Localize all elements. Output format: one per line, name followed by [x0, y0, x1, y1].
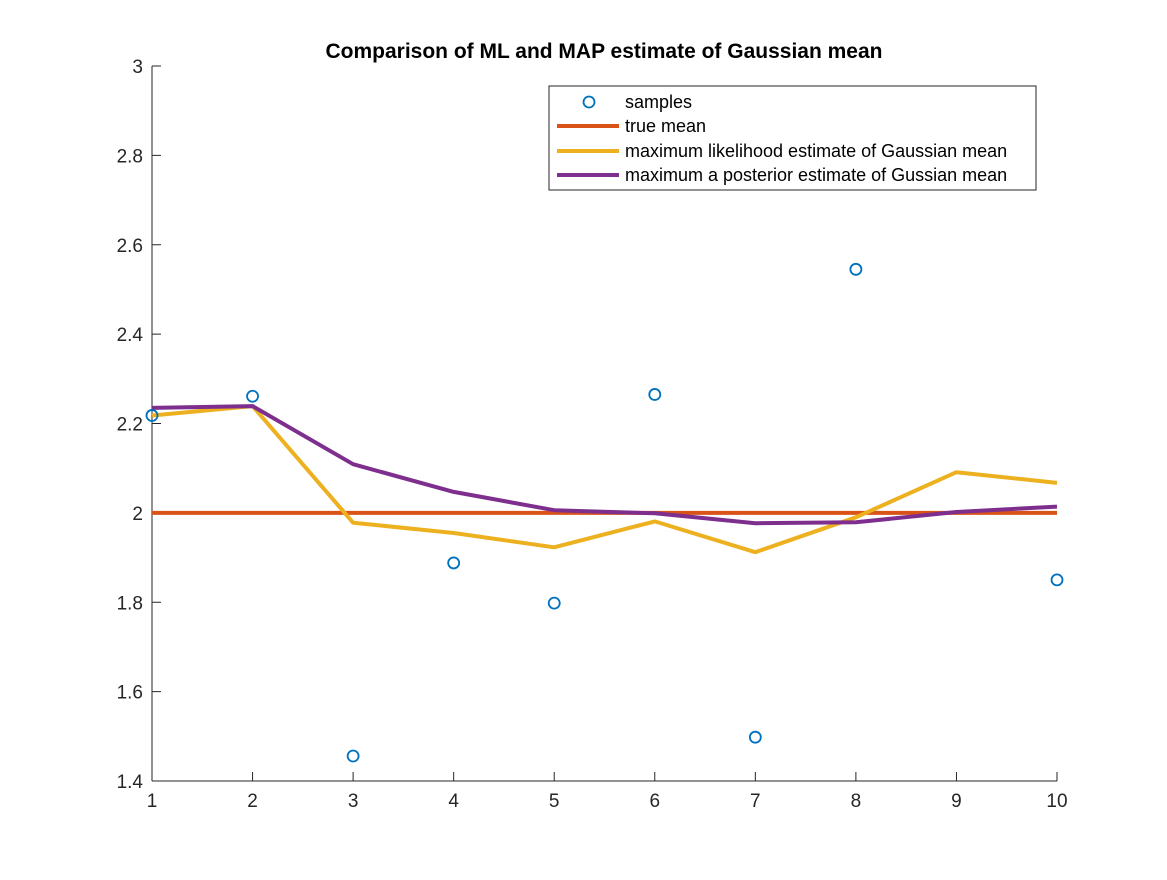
- y-tick-label: 2: [132, 504, 143, 525]
- chart-title: Comparison of ML and MAP estimate of Gau…: [325, 40, 882, 63]
- sample-point: [648, 388, 662, 401]
- legend-label: maximum likelihood estimate of Gaussian …: [625, 141, 1007, 161]
- legend-box: [548, 85, 1037, 191]
- sample-point: [1050, 573, 1064, 587]
- x-tick-label: 10: [1046, 791, 1067, 812]
- x-tick-label: 8: [851, 791, 862, 812]
- legend: samples true mean maximum likelihood estim…: [548, 85, 1037, 191]
- x-tick-label: 4: [448, 791, 459, 812]
- series-line-2: [151, 404, 1058, 555]
- sample-point: [346, 749, 360, 763]
- y-tick-label: 2.4: [117, 325, 144, 346]
- y-axis-ticks: 1.4 1.6 1.8 2 2.2 2.4 2.6 2.8 3: [117, 57, 161, 793]
- sample-point: [447, 556, 461, 570]
- series-layer: [145, 262, 1064, 763]
- y-tick-label: 2.8: [117, 146, 143, 167]
- legend-label: maximum a posterior estimate of Gussian …: [625, 165, 1007, 185]
- x-tick-label: 6: [649, 791, 660, 812]
- y-tick-label: 3: [132, 57, 143, 78]
- legend-items: samples true mean maximum likelihood estim…: [557, 92, 1007, 185]
- x-tick-label: 7: [750, 791, 761, 812]
- legend-marker-samples: [582, 95, 596, 109]
- y-tick-label: 1.4: [117, 772, 144, 793]
- sample-point: [748, 730, 762, 744]
- y-tick-label: 2.2: [117, 415, 143, 436]
- series-line-3: [151, 404, 1058, 526]
- x-tick-label: 3: [348, 791, 359, 812]
- sample-point: [849, 262, 863, 276]
- legend-label: true mean: [625, 116, 706, 136]
- y-tick-label: 1.6: [117, 683, 143, 704]
- plot-area: 1 2 3 4 5 6 7 8 9 10 1.4 1.6 1.8 2 2.2 2.4 2.6 2.8 3: [117, 57, 1068, 812]
- x-axis-ticks: 1 2 3 4 5 6 7 8 9 10: [147, 772, 1068, 812]
- y-tick-label: 2.6: [117, 236, 143, 257]
- sample-point: [547, 596, 561, 610]
- sample-point: [145, 409, 159, 422]
- y-tick-label: 1.8: [117, 593, 143, 614]
- x-tick-label: 1: [147, 791, 158, 812]
- x-tick-label: 2: [247, 791, 258, 812]
- x-tick-label: 9: [951, 791, 962, 812]
- sample-point: [246, 389, 259, 403]
- x-tick-label: 5: [549, 791, 560, 812]
- legend-label: samples: [625, 92, 692, 112]
